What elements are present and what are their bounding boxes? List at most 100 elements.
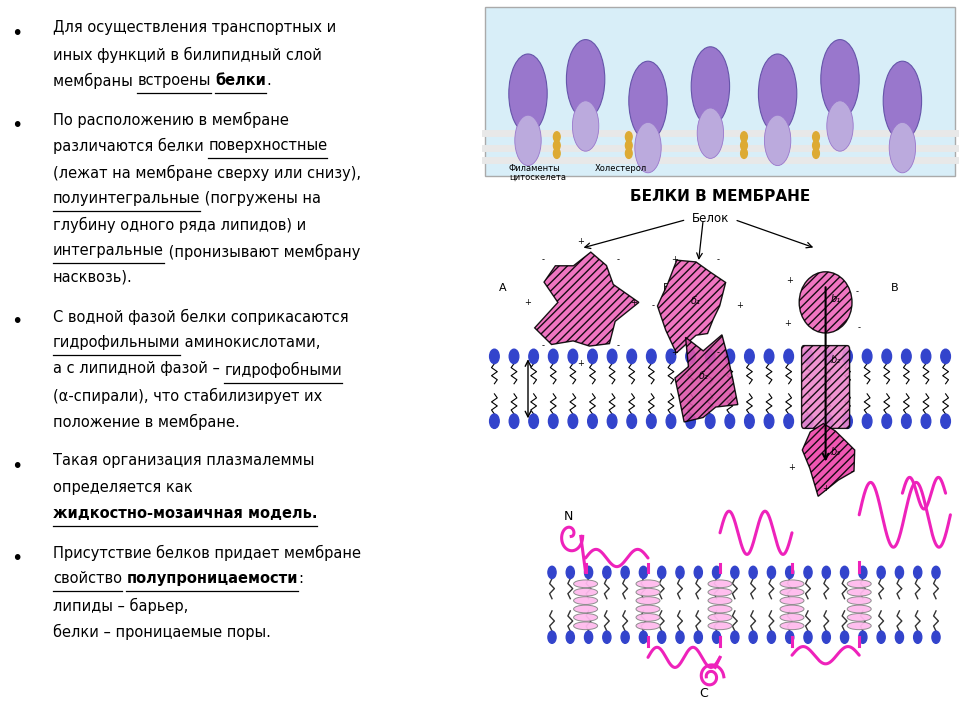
Circle shape — [639, 566, 647, 579]
Text: -: - — [855, 287, 858, 296]
Text: •: • — [12, 24, 22, 42]
Text: :: : — [298, 572, 303, 586]
Ellipse shape — [708, 622, 732, 630]
Ellipse shape — [780, 613, 804, 621]
Circle shape — [566, 631, 574, 644]
Ellipse shape — [691, 47, 730, 126]
Circle shape — [882, 349, 892, 364]
Circle shape — [588, 349, 597, 364]
Ellipse shape — [708, 605, 732, 613]
Circle shape — [725, 349, 734, 364]
Circle shape — [745, 349, 755, 364]
Circle shape — [877, 631, 885, 644]
Ellipse shape — [889, 122, 916, 173]
Circle shape — [685, 349, 695, 364]
Ellipse shape — [574, 588, 597, 596]
Ellipse shape — [572, 101, 599, 151]
Ellipse shape — [780, 622, 804, 630]
Text: •: • — [12, 549, 22, 567]
Text: Б: Б — [662, 283, 670, 293]
Ellipse shape — [574, 613, 597, 621]
Text: полуинтегральные: полуинтегральные — [53, 191, 201, 206]
Circle shape — [804, 414, 813, 428]
Circle shape — [621, 631, 629, 644]
Circle shape — [509, 349, 518, 364]
Text: -: - — [716, 255, 719, 264]
Text: -: - — [542, 341, 545, 350]
Text: -: - — [542, 255, 545, 264]
Ellipse shape — [848, 597, 872, 605]
Text: белки: белки — [215, 73, 266, 88]
Circle shape — [741, 132, 748, 142]
Circle shape — [785, 631, 794, 644]
Ellipse shape — [574, 605, 597, 613]
Circle shape — [896, 566, 903, 579]
Text: +: + — [577, 237, 585, 246]
Text: Для осуществления транспортных и: Для осуществления транспортных и — [53, 20, 336, 35]
Text: Филаменты: Филаменты — [509, 164, 561, 173]
Circle shape — [553, 148, 560, 158]
Circle shape — [603, 631, 611, 644]
Circle shape — [896, 631, 903, 644]
Circle shape — [914, 631, 922, 644]
Ellipse shape — [636, 613, 660, 621]
Circle shape — [608, 414, 617, 428]
Text: -: - — [616, 341, 619, 350]
Circle shape — [914, 566, 922, 579]
Text: мембраны: мембраны — [53, 73, 137, 89]
Circle shape — [812, 140, 820, 150]
Ellipse shape — [848, 588, 872, 596]
Text: встроены: встроены — [137, 73, 210, 88]
Circle shape — [785, 566, 794, 579]
Circle shape — [841, 631, 849, 644]
Circle shape — [843, 414, 852, 428]
FancyBboxPatch shape — [485, 7, 955, 176]
Circle shape — [627, 349, 636, 364]
Text: Белок: Белок — [692, 212, 729, 225]
Circle shape — [548, 631, 556, 644]
Text: иных функций в билипидный слой: иных функций в билипидный слой — [53, 46, 322, 63]
Ellipse shape — [636, 588, 660, 596]
Ellipse shape — [574, 597, 597, 605]
Text: Такая организация плазмалеммы: Такая организация плазмалеммы — [53, 454, 314, 468]
Ellipse shape — [708, 588, 732, 596]
Ellipse shape — [848, 613, 872, 621]
Ellipse shape — [697, 108, 724, 158]
Circle shape — [741, 148, 748, 158]
Circle shape — [639, 631, 647, 644]
Ellipse shape — [636, 580, 660, 588]
Circle shape — [812, 148, 820, 158]
Ellipse shape — [509, 54, 547, 133]
Circle shape — [941, 414, 950, 428]
Text: +: + — [788, 464, 796, 472]
Circle shape — [859, 566, 867, 579]
Circle shape — [626, 148, 632, 158]
Circle shape — [843, 349, 852, 364]
Circle shape — [509, 414, 518, 428]
Text: глубину одного ряда липидов) и: глубину одного ряда липидов) и — [53, 217, 306, 233]
Circle shape — [767, 631, 776, 644]
Text: положение в мембране.: положение в мембране. — [53, 414, 240, 430]
Circle shape — [767, 566, 776, 579]
Circle shape — [804, 349, 813, 364]
Text: С водной фазой белки соприкасаются: С водной фазой белки соприкасаются — [53, 309, 348, 325]
Circle shape — [941, 349, 950, 364]
Circle shape — [804, 631, 812, 644]
Circle shape — [862, 349, 872, 364]
Circle shape — [548, 566, 556, 579]
Ellipse shape — [780, 588, 804, 596]
Ellipse shape — [708, 597, 732, 605]
Text: б₂: б₂ — [698, 371, 708, 381]
Text: -: - — [716, 348, 719, 357]
Circle shape — [548, 414, 558, 428]
Text: А: А — [499, 283, 507, 293]
Ellipse shape — [827, 101, 853, 151]
Circle shape — [568, 414, 578, 428]
Circle shape — [764, 414, 774, 428]
PathPatch shape — [658, 260, 726, 353]
Text: определяется как: определяется как — [53, 480, 192, 495]
Circle shape — [529, 414, 539, 428]
Circle shape — [568, 349, 578, 364]
Circle shape — [823, 414, 832, 428]
Text: Холестерол: Холестерол — [595, 164, 647, 173]
